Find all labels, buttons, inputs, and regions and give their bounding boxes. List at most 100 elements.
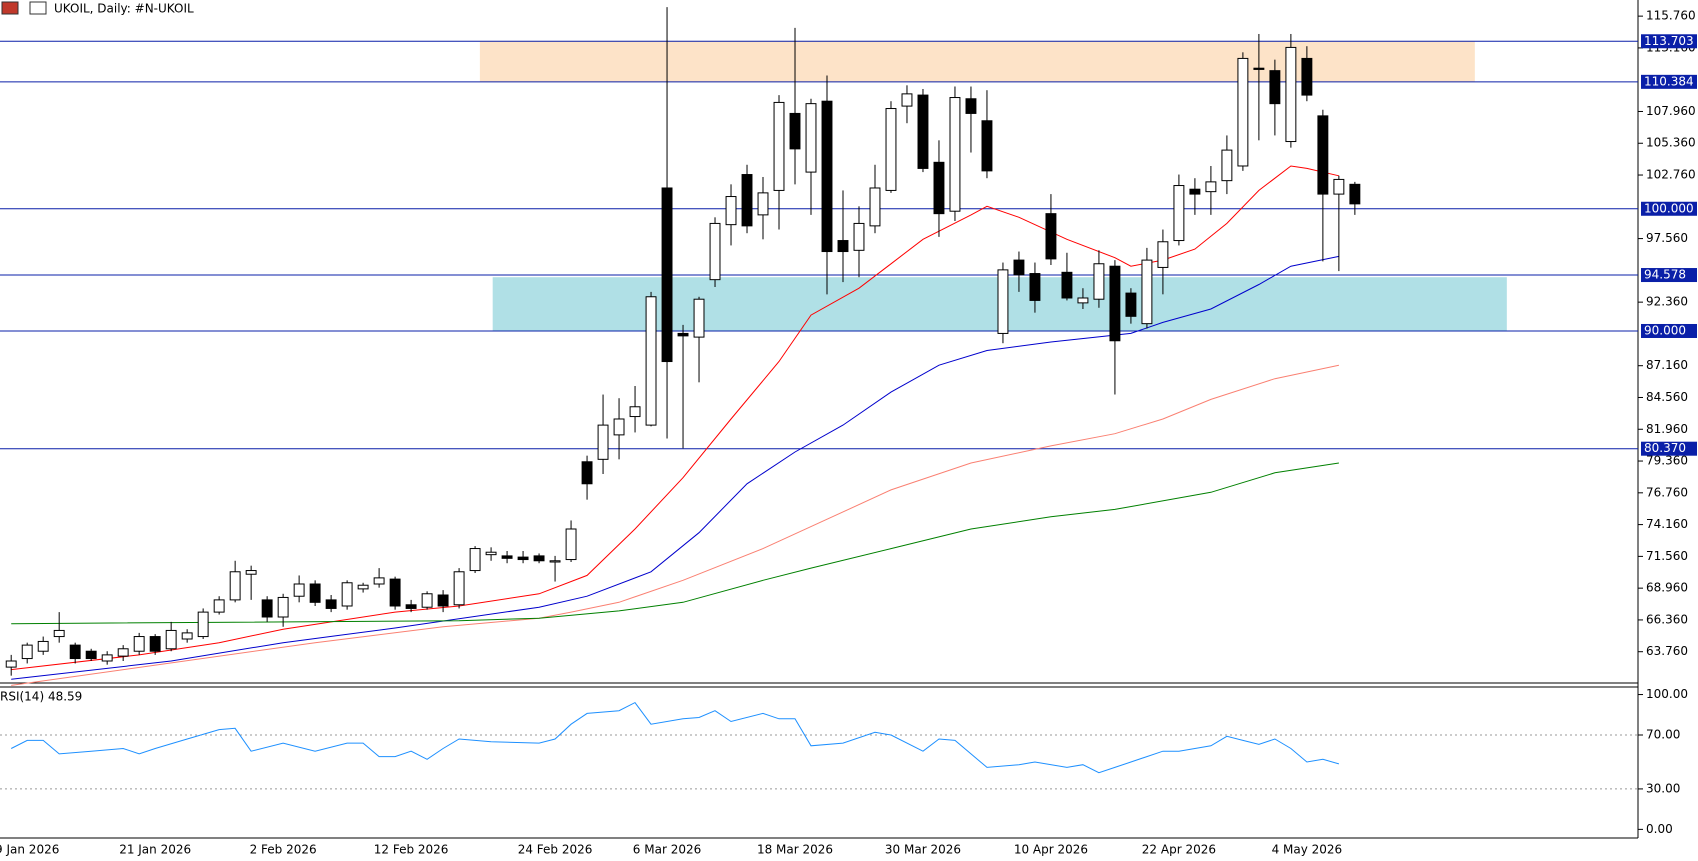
x-tick-label: 4 May 2026 xyxy=(1272,843,1343,857)
candle-body xyxy=(389,578,401,607)
candle-body xyxy=(453,571,465,606)
candle-body xyxy=(1029,273,1041,301)
y-tick-label: 70.00 xyxy=(1646,727,1680,741)
candle-body xyxy=(1269,70,1281,105)
candle-body xyxy=(277,596,289,618)
candle-body xyxy=(1285,46,1297,143)
candle-body xyxy=(469,548,481,572)
candle-body xyxy=(645,296,657,426)
candle-body xyxy=(1173,185,1185,242)
toolbar-icons xyxy=(1,1,47,15)
candle-body xyxy=(245,570,257,575)
level-label: 110.384 xyxy=(1644,74,1694,88)
candle-body xyxy=(661,187,673,363)
candle-body xyxy=(165,629,177,650)
y-tick-label: 105.360 xyxy=(1646,136,1696,150)
candle-body xyxy=(1125,292,1137,317)
candle-body xyxy=(837,240,849,253)
candle-body xyxy=(677,332,689,337)
rsi-line xyxy=(10,701,1340,774)
candle-body xyxy=(901,93,913,107)
candle-body xyxy=(261,599,273,618)
y-tick-label: 87.160 xyxy=(1646,358,1688,372)
chart-title: UKOIL, Daily: #N-UKOIL xyxy=(54,2,194,16)
candle-body xyxy=(757,192,769,216)
candle-body xyxy=(549,560,561,563)
candle-body xyxy=(101,654,113,662)
x-tick-label: 6 Mar 2026 xyxy=(633,843,701,857)
y-tick-label: 81.960 xyxy=(1646,422,1688,436)
zone xyxy=(479,41,1475,82)
candle-body xyxy=(421,593,433,608)
candle-body xyxy=(1253,67,1265,70)
candle-body xyxy=(69,644,81,660)
candle-body xyxy=(885,108,897,191)
candle-body xyxy=(149,636,161,652)
candle-body xyxy=(1189,188,1201,195)
x-tick-label: 10 Apr 2026 xyxy=(1014,843,1088,857)
level-label-box xyxy=(1641,441,1697,456)
candle-body xyxy=(709,222,721,281)
moving-average xyxy=(11,462,1339,625)
candle-body xyxy=(789,112,801,150)
y-tick-label: 71.560 xyxy=(1646,549,1688,563)
candle-body xyxy=(1317,115,1329,195)
candle-body xyxy=(1077,297,1089,304)
candle-body xyxy=(917,94,929,169)
candle-body xyxy=(1061,271,1073,299)
candle-body xyxy=(965,98,977,114)
y-tick-label: 30.00 xyxy=(1646,781,1680,795)
level-label-box xyxy=(1641,201,1697,216)
candle-body xyxy=(613,418,625,436)
candle-body xyxy=(1349,183,1361,205)
candle-body xyxy=(5,660,17,668)
candle-body xyxy=(725,196,737,226)
y-tick-label: 0.00 xyxy=(1646,822,1673,836)
candle-body xyxy=(949,97,961,212)
candle-body xyxy=(565,528,577,561)
candle-body xyxy=(229,571,241,601)
y-tick-label: 76.760 xyxy=(1646,485,1688,499)
candle-body xyxy=(85,650,97,660)
candle-body xyxy=(517,556,529,561)
icon xyxy=(1,1,19,15)
candle-body xyxy=(1013,259,1025,276)
candle-body xyxy=(869,187,881,227)
candle-body xyxy=(1301,57,1313,96)
x-tick-label: 21 Jan 2026 xyxy=(119,843,191,857)
y-tick-label: 102.760 xyxy=(1646,168,1696,182)
level-label-box xyxy=(1641,74,1697,89)
candle-body xyxy=(325,599,337,609)
y-tick-label: 79.360 xyxy=(1646,454,1688,468)
candle-body xyxy=(485,551,497,556)
x-tick-label: 2 Feb 2026 xyxy=(250,843,317,857)
candle-body xyxy=(1141,259,1153,325)
candle-body xyxy=(533,555,545,562)
level-label-box xyxy=(1641,268,1697,283)
x-tick-label: 12 Feb 2026 xyxy=(374,843,449,857)
candle-body xyxy=(1237,57,1249,167)
candle-body xyxy=(21,644,33,660)
candle-body xyxy=(597,424,609,460)
candle-body xyxy=(997,269,1009,334)
candle-body xyxy=(853,222,865,251)
level-label-box xyxy=(1641,323,1697,338)
candle-body xyxy=(197,611,209,638)
x-tick-label: 22 Apr 2026 xyxy=(1142,843,1216,857)
candle-body xyxy=(373,577,385,585)
level-label-box xyxy=(1641,34,1697,49)
candle-body xyxy=(693,298,705,338)
y-tick-label: 74.160 xyxy=(1646,517,1688,531)
candle-body xyxy=(181,632,193,640)
candle-body xyxy=(1157,241,1169,268)
candle-body xyxy=(629,406,641,418)
candle-body xyxy=(1333,178,1345,195)
indicator-title: RSI(14) 48.59 xyxy=(0,690,82,704)
y-tick-label: 66.360 xyxy=(1646,612,1688,626)
y-tick-label: 115.760 xyxy=(1646,9,1696,23)
candle-body xyxy=(133,636,145,652)
candle-body xyxy=(1045,213,1057,260)
candle-body xyxy=(1221,149,1233,182)
